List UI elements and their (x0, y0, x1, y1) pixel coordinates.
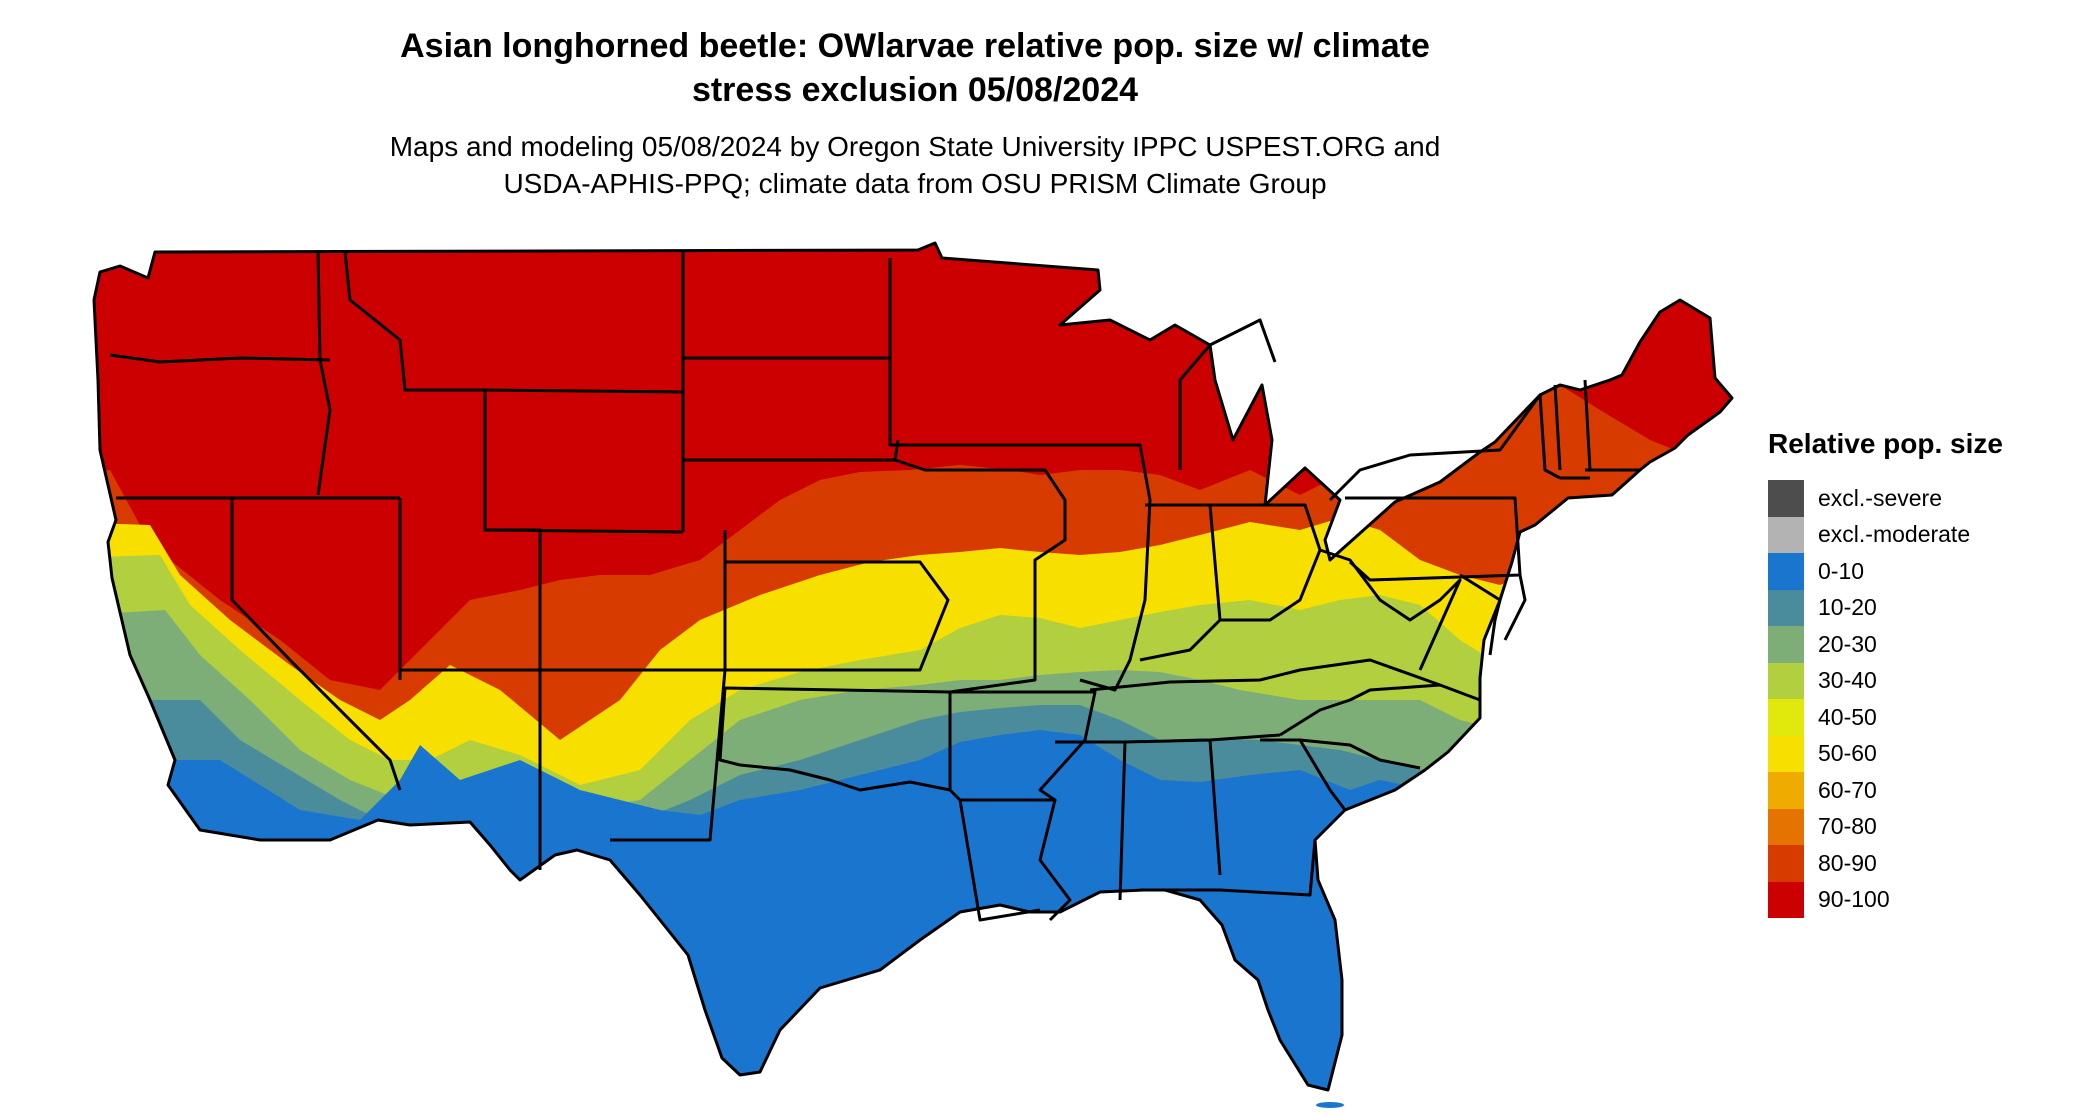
border-mi (1178, 318, 1277, 470)
border-ar-la-ms (958, 799, 1072, 922)
legend-item: excl.-severe (1768, 480, 2003, 517)
map-subtitle-line2: USDA-APHIS-PPQ; climate data from OSU PR… (503, 168, 1327, 199)
legend-label: 50-60 (1818, 740, 1877, 767)
legend-title: Relative pop. size (1768, 428, 2003, 459)
border-mt-wy (484, 388, 684, 394)
border-wa-or (109, 353, 331, 364)
legend-item: 10-20 (1768, 589, 2003, 626)
legend-item: 30-40 (1768, 662, 2003, 699)
border-tn-nc (1279, 683, 1481, 737)
legend-label: 30-40 (1818, 667, 1877, 694)
legend-swatch (1768, 516, 1804, 553)
border-wv-va (1319, 548, 1462, 671)
legend-swatch (1768, 626, 1804, 663)
border-ky-tn (1089, 658, 1441, 692)
state-borders (92, 241, 1734, 1092)
legend-items: excl.-severe excl.-moderate 0-10 10-20 20-30… (1768, 480, 2003, 918)
legend: Relative pop. size excl.-severe excl.-mod… (1768, 428, 2003, 918)
map-subtitle-line1: Maps and modeling 05/08/2024 by Oregon S… (389, 131, 1441, 162)
legend-item: 70-80 (1768, 808, 2003, 845)
legend-label: 20-30 (1818, 630, 1877, 657)
us-outline (92, 241, 1734, 1092)
border-ok-tx (718, 686, 952, 792)
border-in-oh (1139, 503, 1322, 662)
legend-item: 40-50 (1768, 699, 2003, 736)
border-fl-ga (1140, 839, 1317, 897)
legend-item: 20-30 (1768, 626, 2003, 663)
legend-label: 60-70 (1818, 776, 1877, 803)
border-wy (483, 390, 684, 670)
map-title: Asian longhorned beetle: OWlarvae relati… (0, 24, 1830, 112)
border-ne-ks (725, 560, 950, 672)
legend-swatch (1768, 808, 1804, 845)
island (1316, 1102, 1344, 1108)
legend-label: excl.-severe (1818, 484, 1942, 511)
legend-item: 90-100 (1768, 881, 2003, 918)
legend-swatch (1768, 589, 1804, 626)
border-ny-new-england (1328, 379, 1640, 502)
legend-label: 90-100 (1818, 886, 1890, 913)
border-ut-co-az-nm (400, 530, 727, 870)
map-title-line1: Asian longhorned beetle: OWlarvae relati… (400, 27, 1430, 65)
legend-item: 0-10 (1768, 553, 2003, 590)
legend-item: excl.-moderate (1768, 516, 2003, 553)
island (270, 807, 286, 813)
border-mn-ia (888, 258, 1042, 447)
legend-label: 70-80 (1818, 813, 1877, 840)
population-bands (94, 243, 1732, 1090)
border-md-de-nj (1459, 573, 1527, 656)
legend-swatch (1768, 480, 1804, 517)
border-nc-sc-ga (1260, 738, 1421, 811)
legend-item: 50-60 (1768, 735, 2003, 772)
legend-swatch (1768, 662, 1804, 699)
border-id-mt (343, 251, 485, 392)
legend-swatch (1768, 772, 1804, 809)
legend-swatch (1768, 881, 1804, 918)
legend-item: 80-90 (1768, 845, 2003, 882)
border-ia-mo (894, 458, 1067, 694)
legend-swatch (1768, 735, 1804, 772)
border-wi-il (1042, 443, 1152, 692)
border-idaho (316, 251, 332, 496)
map-title-line2: stress exclusion 05/08/2024 (691, 71, 1139, 109)
border-ca-nv (230, 498, 402, 791)
legend-label: 10-20 (1818, 594, 1877, 621)
legend-label: 40-50 (1818, 703, 1877, 730)
legend-label: 0-10 (1818, 557, 1865, 584)
legend-swatch (1768, 553, 1804, 590)
legend-label: 80-90 (1818, 849, 1877, 876)
border-ms-al-ga (1055, 733, 1281, 901)
island (230, 800, 250, 806)
legend-swatch (1768, 845, 1804, 882)
legend-label: excl.-moderate (1818, 521, 1971, 548)
southern-islands (230, 800, 1344, 1108)
legend-item: 60-70 (1768, 772, 2003, 809)
legend-swatch (1768, 699, 1804, 736)
island (312, 827, 324, 833)
map-subtitle: Maps and modeling 05/08/2024 by Oregon S… (0, 128, 1830, 202)
